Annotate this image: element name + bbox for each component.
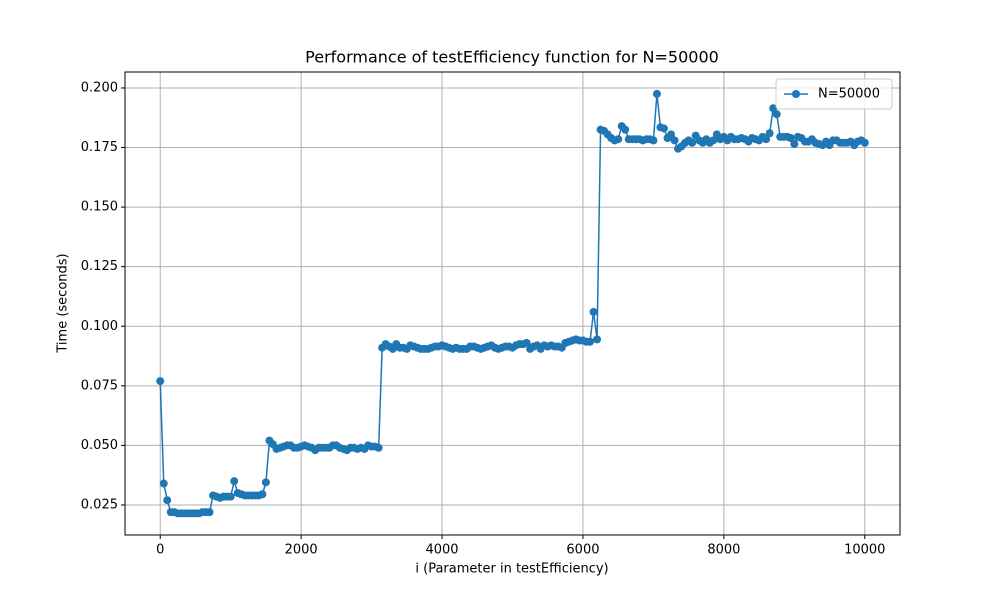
x-tick-label: 6000: [566, 543, 599, 558]
grid-layer: [125, 72, 900, 535]
x-axis-label: i (Parameter in testEfficiency): [415, 562, 608, 577]
data-point: [621, 125, 630, 134]
x-tick-label: 0: [156, 543, 164, 558]
data-point: [709, 136, 718, 145]
legend-marker: [792, 90, 800, 98]
data-point: [230, 477, 239, 486]
data-point: [688, 138, 697, 147]
y-axis-label: Time (seconds): [56, 253, 71, 353]
legend-label: N=50000: [818, 87, 880, 102]
data-point: [589, 307, 598, 316]
y-tick-label: 0.025: [81, 497, 118, 512]
data-point: [261, 478, 270, 487]
data-point: [652, 89, 661, 98]
data-point: [205, 508, 214, 517]
data-point: [786, 134, 795, 143]
data-point: [258, 490, 267, 499]
y-tick-label: 0.175: [81, 140, 118, 155]
plot-frame: [124, 71, 901, 536]
data-point: [156, 377, 165, 386]
y-tick-label: 0.075: [81, 378, 118, 393]
data-point: [649, 136, 658, 145]
data-point: [769, 104, 778, 113]
y-tick-label: 0.050: [81, 438, 118, 453]
data-point: [522, 338, 531, 347]
x-tick-label: 8000: [707, 543, 740, 558]
data-point: [226, 492, 235, 501]
data-point: [614, 135, 623, 144]
data-point: [586, 337, 594, 346]
x-tick-label: 10000: [844, 543, 885, 558]
data-point: [593, 335, 602, 344]
data-point: [374, 443, 383, 452]
legend: N=50000: [775, 78, 893, 110]
data-point: [790, 139, 799, 148]
legend-box: [775, 78, 893, 110]
data-point: [765, 129, 774, 138]
data-point: [659, 124, 668, 133]
plot-layer: [156, 89, 869, 518]
y-tick-label: 0.150: [81, 200, 118, 215]
y-tick-label: 0.125: [81, 259, 118, 274]
x-tick-label: 4000: [425, 543, 458, 558]
data-point: [762, 135, 771, 144]
x-tick-label: 2000: [285, 543, 318, 558]
data-point: [159, 479, 168, 488]
y-tick-label: 0.100: [81, 319, 118, 334]
data-point: [667, 130, 676, 139]
data-point: [860, 138, 869, 147]
chart-title: Performance of testEfficiency function f…: [305, 48, 719, 67]
data-point: [772, 110, 781, 119]
data-point: [163, 496, 172, 505]
data-point: [670, 136, 679, 145]
y-tick-label: 0.200: [81, 80, 118, 95]
